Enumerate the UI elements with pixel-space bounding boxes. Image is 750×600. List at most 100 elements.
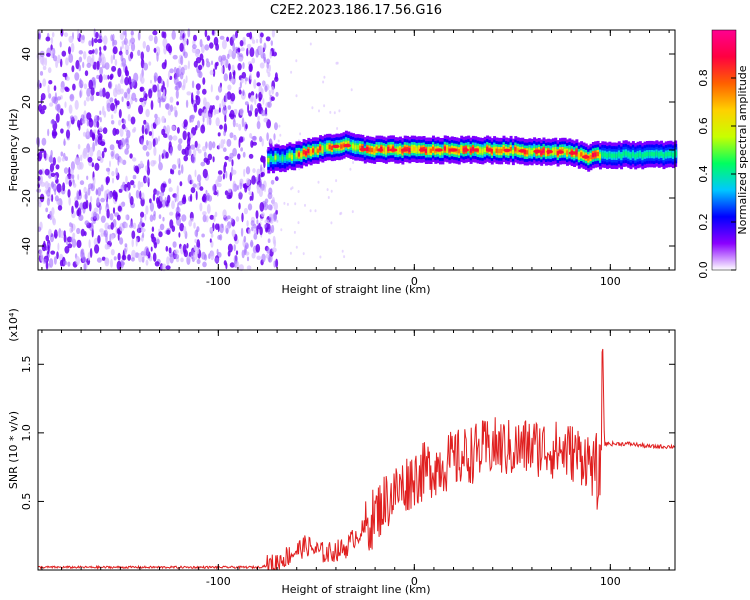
spectrogram-noise-blob	[94, 136, 98, 147]
spectrogram-noise-blob	[181, 123, 184, 128]
spectrogram-noise-blob	[120, 138, 126, 147]
spectrogram-band-cell	[295, 152, 299, 157]
spectrogram-noise-blob	[51, 207, 55, 216]
spectrogram-noise-blob	[50, 37, 54, 45]
spectrogram-noise-blob	[229, 109, 235, 120]
spectrogram-noise-blob	[199, 186, 204, 191]
spectrogram-noise-blob	[102, 127, 108, 134]
spectrogram-noise-blob	[271, 85, 275, 95]
spectrogram-noise-blob	[204, 44, 210, 51]
spectrogram-noise-blob	[134, 165, 140, 173]
spectrogram-noise-blob	[207, 113, 212, 119]
spectrogram-noise-blob	[254, 108, 259, 115]
spectrogram-noise-blob	[152, 84, 158, 93]
spectrogram-noise-blob	[210, 84, 213, 93]
spectrogram-noise-blob	[109, 97, 114, 103]
spectrogram-hotspot	[332, 144, 340, 149]
spectrogram-noise-blob	[222, 173, 225, 180]
spectrogram-noise-blob	[112, 191, 115, 196]
spectrogram-noise-blob	[73, 183, 77, 188]
spectrogram-noise-blob	[217, 132, 221, 137]
spectrogram-noise-blob	[80, 228, 85, 237]
spectrogram-noise-blob	[294, 202, 297, 206]
snr-series-line	[37, 348, 676, 571]
spectrogram-noise-blob	[283, 201, 286, 205]
spectrogram-band-cell	[319, 146, 323, 151]
spectrogram-noise-blob	[140, 216, 143, 226]
spectrogram-noise-blob	[84, 191, 88, 201]
spectrogram-band-cell	[500, 148, 504, 154]
spectrogram-noise-blob	[196, 120, 201, 128]
spectrogram-noise-blob	[103, 35, 108, 46]
spectrogram-noise-blob	[99, 110, 102, 116]
spectrogram-noise-blob	[266, 247, 271, 254]
spectrogram-band-cell	[276, 155, 280, 160]
spectrogram-noise-blob	[255, 243, 261, 253]
spectrogram-noise-blob	[166, 229, 171, 235]
spectrogram-noise-blob	[141, 222, 145, 228]
spectrogram-noise-blob	[45, 36, 51, 42]
spectrogram-band-cell	[349, 143, 353, 148]
spectrogram-noise-blob	[199, 202, 203, 212]
spectrogram-noise-blob	[140, 51, 144, 61]
spectrogram-noise-blob	[70, 161, 75, 171]
spectrogram-noise-blob	[259, 62, 265, 69]
spectrogram-band-cell	[594, 152, 598, 157]
spectrogram-band-cell	[490, 149, 494, 154]
spectrogram-noise-blob	[178, 138, 183, 145]
spectrogram-band-cell	[617, 152, 621, 157]
spectrogram-noise-blob	[183, 119, 188, 128]
spectrogram-noise-blob	[124, 76, 129, 86]
spectrogram-noise-blob	[48, 93, 52, 99]
spectrogram-noise-blob	[245, 123, 248, 130]
snr-y-tick-label: 1.5	[20, 356, 33, 374]
spectrogram-noise-blob	[251, 226, 254, 232]
spectrogram-band-cell	[514, 147, 518, 152]
spectrogram-noise-blob	[171, 200, 175, 210]
spectrogram-noise-blob	[193, 148, 197, 158]
spectrogram-noise-blob	[202, 168, 208, 179]
spectrogram-noise-blob	[268, 89, 271, 97]
spectrogram-noise-blob	[278, 124, 281, 128]
spectrogram-noise-blob	[60, 128, 64, 134]
spectrogram-noise-blob	[238, 202, 241, 210]
spectrogram-noise-blob	[79, 180, 85, 186]
spectrogram-noise-blob	[48, 156, 54, 163]
spectrogram-noise-blob	[80, 154, 83, 162]
spectrogram-noise-blob	[88, 183, 94, 190]
spectrogram-noise-blob	[207, 153, 213, 161]
spectrogram-noise-blob	[126, 100, 130, 107]
spectrogram-noise-blob	[224, 114, 227, 123]
spectrogram-band-cell	[636, 152, 640, 158]
spectrogram-noise-blob	[90, 94, 95, 102]
spectrogram-noise-blob	[92, 176, 96, 186]
spectrogram-noise-blob	[215, 117, 220, 127]
spectrogram-noise-blob	[202, 261, 207, 268]
spectrogram-noise-blob	[267, 192, 273, 200]
spectrogram-noise-blob	[326, 188, 329, 192]
spectrogram-noise-blob	[255, 48, 259, 58]
spectrogram-noise-blob	[263, 52, 266, 62]
spectrogram-noise-blob	[299, 132, 302, 136]
spectrogram-noise-blob	[117, 232, 120, 241]
spectrogram-noise-blob	[76, 227, 81, 235]
spectrogram-noise-blob	[186, 91, 192, 96]
spectrogram-noise-blob	[83, 147, 88, 154]
spectrogram-band-cell	[429, 148, 433, 153]
spectrogram-noise-blob	[202, 214, 207, 223]
spectrogram-noise-blob	[269, 216, 272, 223]
spectrogram-noise-blob	[165, 151, 169, 159]
spectrogram-noise-blob	[113, 256, 117, 261]
spectrogram-noise-blob	[51, 49, 54, 59]
spectrogram-noise-blob	[155, 190, 161, 195]
spectrogram-noise-blob	[166, 78, 169, 88]
spectrogram-noise-blob	[44, 168, 50, 176]
spectrogram-noise-blob	[209, 238, 212, 243]
spectrogram-noise-blob	[195, 190, 198, 201]
spectrogram-noise-blob	[56, 251, 59, 260]
spectrogram-noise-blob	[105, 198, 109, 208]
spectrogram-noise-blob	[211, 105, 215, 110]
spectrogram-noise-blob	[226, 138, 232, 147]
spectrogram-band-cell	[302, 150, 306, 155]
spectrogram-noise-blob	[246, 265, 252, 271]
